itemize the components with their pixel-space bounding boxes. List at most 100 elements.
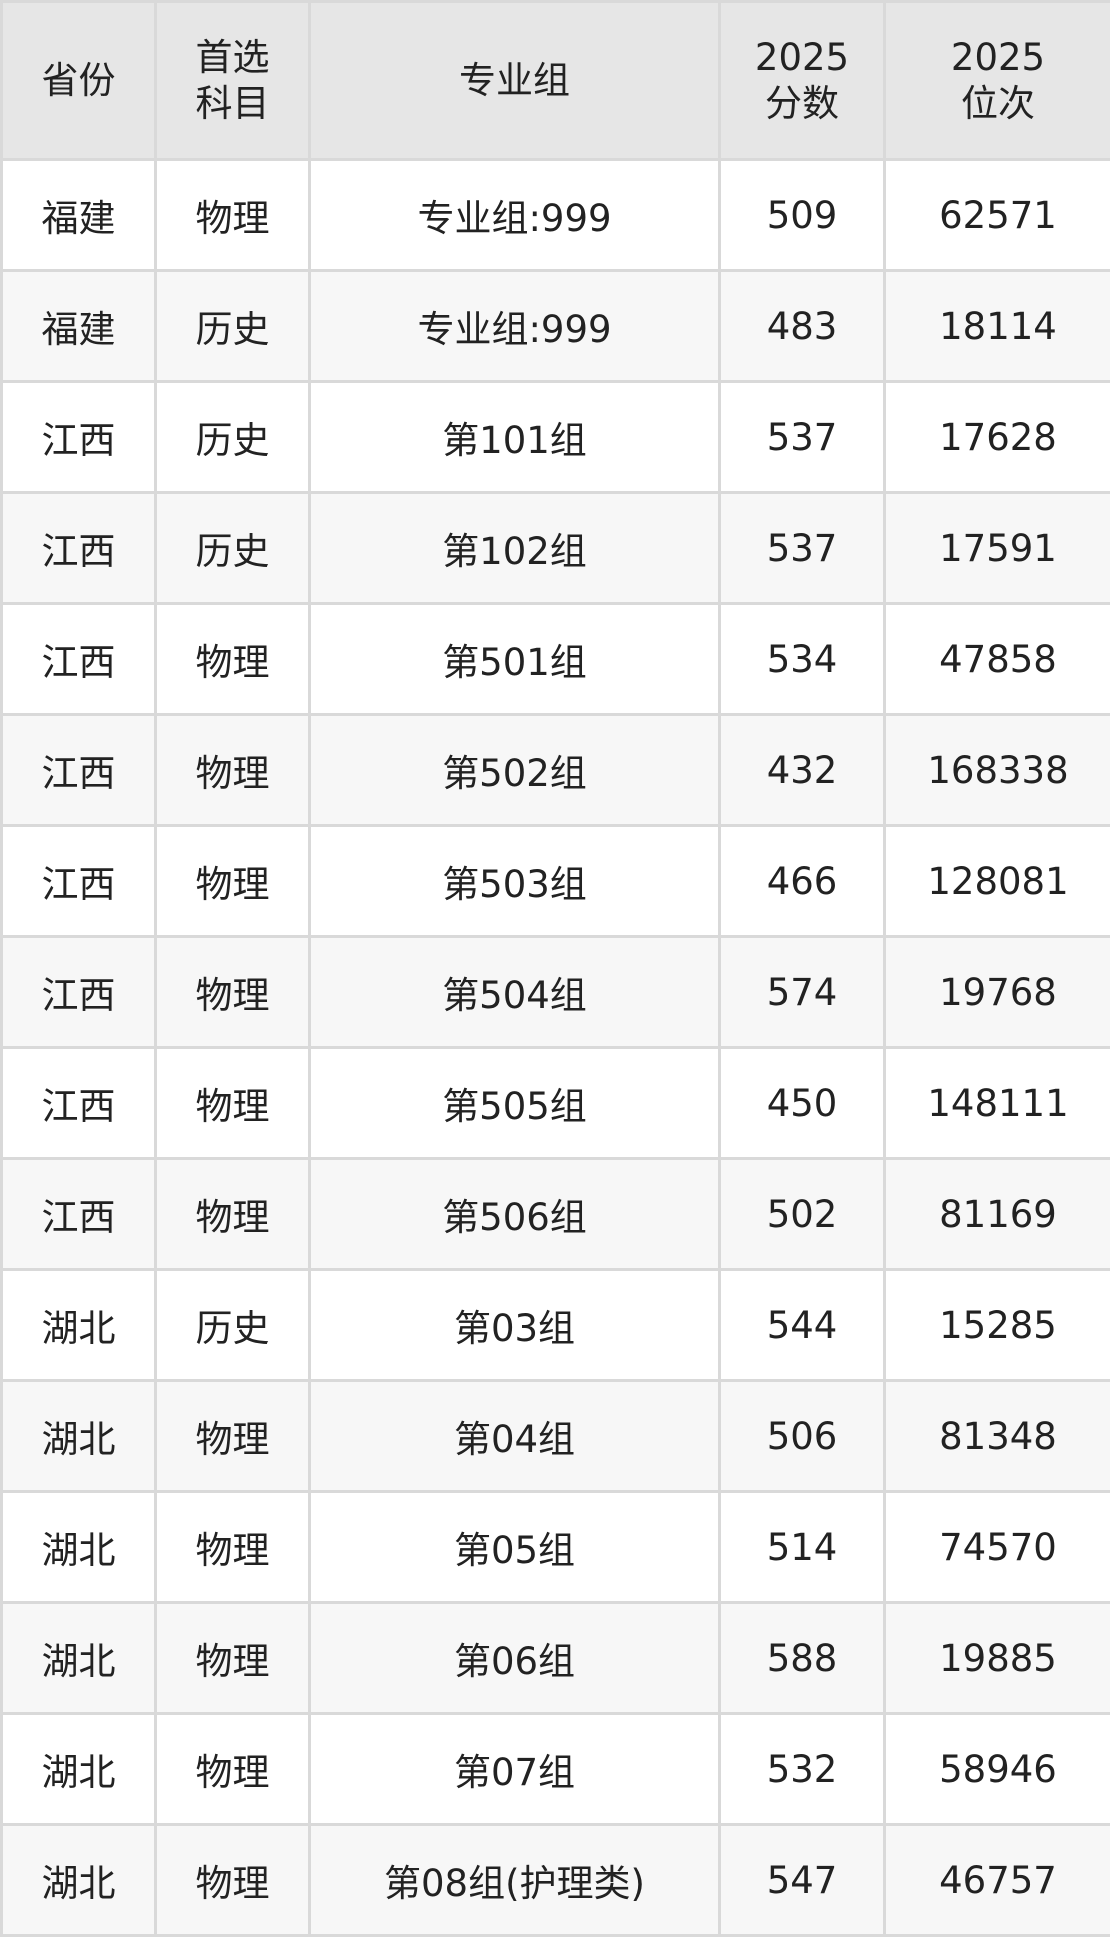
cell-group: 专业组:999	[308, 269, 721, 383]
cell-rank: 46757	[883, 1823, 1110, 1937]
cell-rank: 81348	[883, 1379, 1110, 1493]
header-province-line: 省份	[41, 58, 116, 102]
cell-rank: 47858	[883, 602, 1110, 716]
cell-group: 专业组:999	[308, 158, 721, 272]
cell-province: 湖北	[0, 1712, 157, 1826]
header-subject: 首选 科目	[154, 0, 311, 161]
cell-rank: 168338	[883, 713, 1110, 827]
cell-group: 第503组	[308, 824, 721, 938]
cell-group: 第505组	[308, 1046, 721, 1160]
cell-group: 第504组	[308, 935, 721, 1049]
cell-province: 福建	[0, 269, 157, 383]
cell-group: 第08组(护理类)	[308, 1823, 721, 1937]
header-score-line: 2025	[754, 35, 850, 79]
table-row: 湖北 物理 第05组 514 74570	[0, 1490, 1110, 1604]
table-row: 福建 历史 专业组:999 483 18114	[0, 269, 1110, 383]
cell-subject: 物理	[154, 1823, 311, 1937]
header-rank: 2025 位次	[883, 0, 1110, 161]
table-row: 江西 历史 第102组 537 17591	[0, 491, 1110, 605]
cell-province: 江西	[0, 1157, 157, 1271]
cell-rank: 18114	[883, 269, 1110, 383]
table-row: 江西 历史 第101组 537 17628	[0, 380, 1110, 494]
header-subject-line: 首选	[195, 35, 270, 79]
header-score: 2025 分数	[718, 0, 886, 161]
cell-subject: 物理	[154, 824, 311, 938]
cell-score: 547	[718, 1823, 886, 1937]
cell-province: 江西	[0, 1046, 157, 1160]
cell-province: 江西	[0, 713, 157, 827]
cell-province: 江西	[0, 935, 157, 1049]
cell-subject: 物理	[154, 935, 311, 1049]
table-row: 湖北 物理 第08组(护理类) 547 46757	[0, 1823, 1110, 1937]
cell-group: 第06组	[308, 1601, 721, 1715]
cell-subject: 历史	[154, 380, 311, 494]
header-score-line: 分数	[765, 81, 839, 125]
cell-province: 湖北	[0, 1601, 157, 1715]
table-row: 湖北 历史 第03组 544 15285	[0, 1268, 1110, 1382]
cell-group: 第102组	[308, 491, 721, 605]
cell-subject: 物理	[154, 1046, 311, 1160]
cell-score: 532	[718, 1712, 886, 1826]
cell-score: 537	[718, 491, 886, 605]
cell-subject: 物理	[154, 1712, 311, 1826]
cell-rank: 81169	[883, 1157, 1110, 1271]
cell-subject: 历史	[154, 491, 311, 605]
cell-province: 湖北	[0, 1379, 157, 1493]
cell-rank: 19885	[883, 1601, 1110, 1715]
cell-subject: 物理	[154, 158, 311, 272]
cell-rank: 17591	[883, 491, 1110, 605]
cell-subject: 物理	[154, 1601, 311, 1715]
cell-province: 江西	[0, 491, 157, 605]
cell-subject: 历史	[154, 269, 311, 383]
table-row: 江西 物理 第501组 534 47858	[0, 602, 1110, 716]
table-row: 湖北 物理 第04组 506 81348	[0, 1379, 1110, 1493]
table-row: 江西 物理 第503组 466 128081	[0, 824, 1110, 938]
cell-group: 第04组	[308, 1379, 721, 1493]
cell-province: 福建	[0, 158, 157, 272]
cell-score: 588	[718, 1601, 886, 1715]
cell-rank: 15285	[883, 1268, 1110, 1382]
table-row: 湖北 物理 第06组 588 19885	[0, 1601, 1110, 1715]
cell-score: 506	[718, 1379, 886, 1493]
cell-rank: 58946	[883, 1712, 1110, 1826]
header-subject-line: 科目	[195, 81, 270, 125]
cell-score: 574	[718, 935, 886, 1049]
cell-province: 江西	[0, 602, 157, 716]
cell-subject: 物理	[154, 1157, 311, 1271]
cell-group: 第03组	[308, 1268, 721, 1382]
cell-group: 第101组	[308, 380, 721, 494]
cell-rank: 62571	[883, 158, 1110, 272]
table-row: 江西 物理 第505组 450 148111	[0, 1046, 1110, 1160]
cell-province: 江西	[0, 380, 157, 494]
cell-score: 466	[718, 824, 886, 938]
header-group: 专业组	[308, 0, 721, 161]
table-body: 福建 物理 专业组:999 509 62571 福建 历史 专业组:999 483 18114 江西…	[0, 158, 1110, 1937]
cell-score: 483	[718, 269, 886, 383]
cell-group: 第506组	[308, 1157, 721, 1271]
header-rank-line: 位次	[961, 81, 1035, 125]
table-row: 江西 物理 第504组 574 19768	[0, 935, 1110, 1049]
cell-group: 第07组	[308, 1712, 721, 1826]
cell-subject: 物理	[154, 713, 311, 827]
header-row: 省份 首选 科目 专业组 2025 分数 2025 位次	[0, 0, 1110, 161]
header-province: 省份	[0, 0, 157, 161]
cell-rank: 17628	[883, 380, 1110, 494]
cell-score: 544	[718, 1268, 886, 1382]
table-row: 湖北 物理 第07组 532 58946	[0, 1712, 1110, 1826]
cell-subject: 历史	[154, 1268, 311, 1382]
cell-rank: 128081	[883, 824, 1110, 938]
cell-group: 第502组	[308, 713, 721, 827]
cell-score: 502	[718, 1157, 886, 1271]
cell-rank: 19768	[883, 935, 1110, 1049]
cell-score: 537	[718, 380, 886, 494]
cell-subject: 物理	[154, 1490, 311, 1604]
cell-subject: 物理	[154, 602, 311, 716]
cell-score: 534	[718, 602, 886, 716]
table-row: 江西 物理 第506组 502 81169	[0, 1157, 1110, 1271]
cell-province: 江西	[0, 824, 157, 938]
cell-group: 第501组	[308, 602, 721, 716]
cell-province: 湖北	[0, 1823, 157, 1937]
table-row: 福建 物理 专业组:999 509 62571	[0, 158, 1110, 272]
table-row: 江西 物理 第502组 432 168338	[0, 713, 1110, 827]
